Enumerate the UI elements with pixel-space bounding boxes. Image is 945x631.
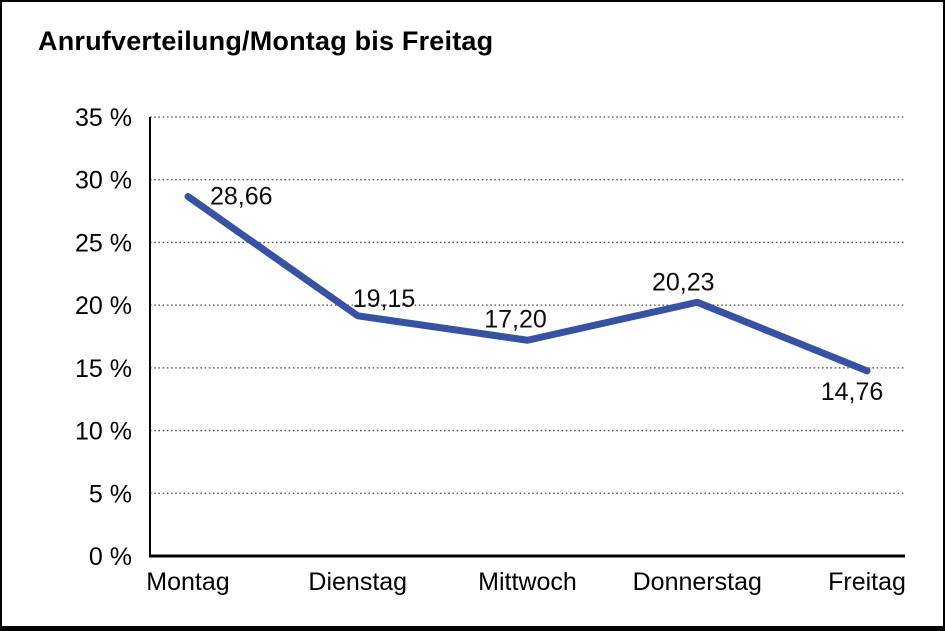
data-point-label: 14,76	[821, 378, 884, 406]
x-category-label: Mittwoch	[478, 568, 577, 596]
y-tick-label: 20 %	[75, 292, 132, 320]
y-tick-label: 5 %	[89, 480, 132, 508]
x-category-label: Montag	[146, 568, 229, 596]
data-line	[184, 193, 871, 375]
data-point-label: 20,23	[652, 268, 715, 296]
y-tick-label: 10 %	[75, 418, 132, 446]
x-category-label: Dienstag	[308, 568, 407, 596]
x-category-label: Donnerstag	[633, 568, 762, 596]
data-point-label: 19,15	[353, 285, 416, 313]
chart-title: Anrufverteilung/Montag bis Freitag	[38, 26, 494, 56]
x-category-label: Freitag	[828, 568, 906, 596]
y-tick-label: 35 %	[75, 104, 132, 132]
data-point-label: 17,20	[484, 305, 547, 333]
y-tick-label: 15 %	[75, 355, 132, 383]
y-tick-label: 0 %	[89, 543, 132, 571]
data-point-label: 28,66	[210, 183, 273, 211]
y-tick-label: 30 %	[75, 167, 132, 195]
y-tick-label: 25 %	[75, 229, 132, 257]
